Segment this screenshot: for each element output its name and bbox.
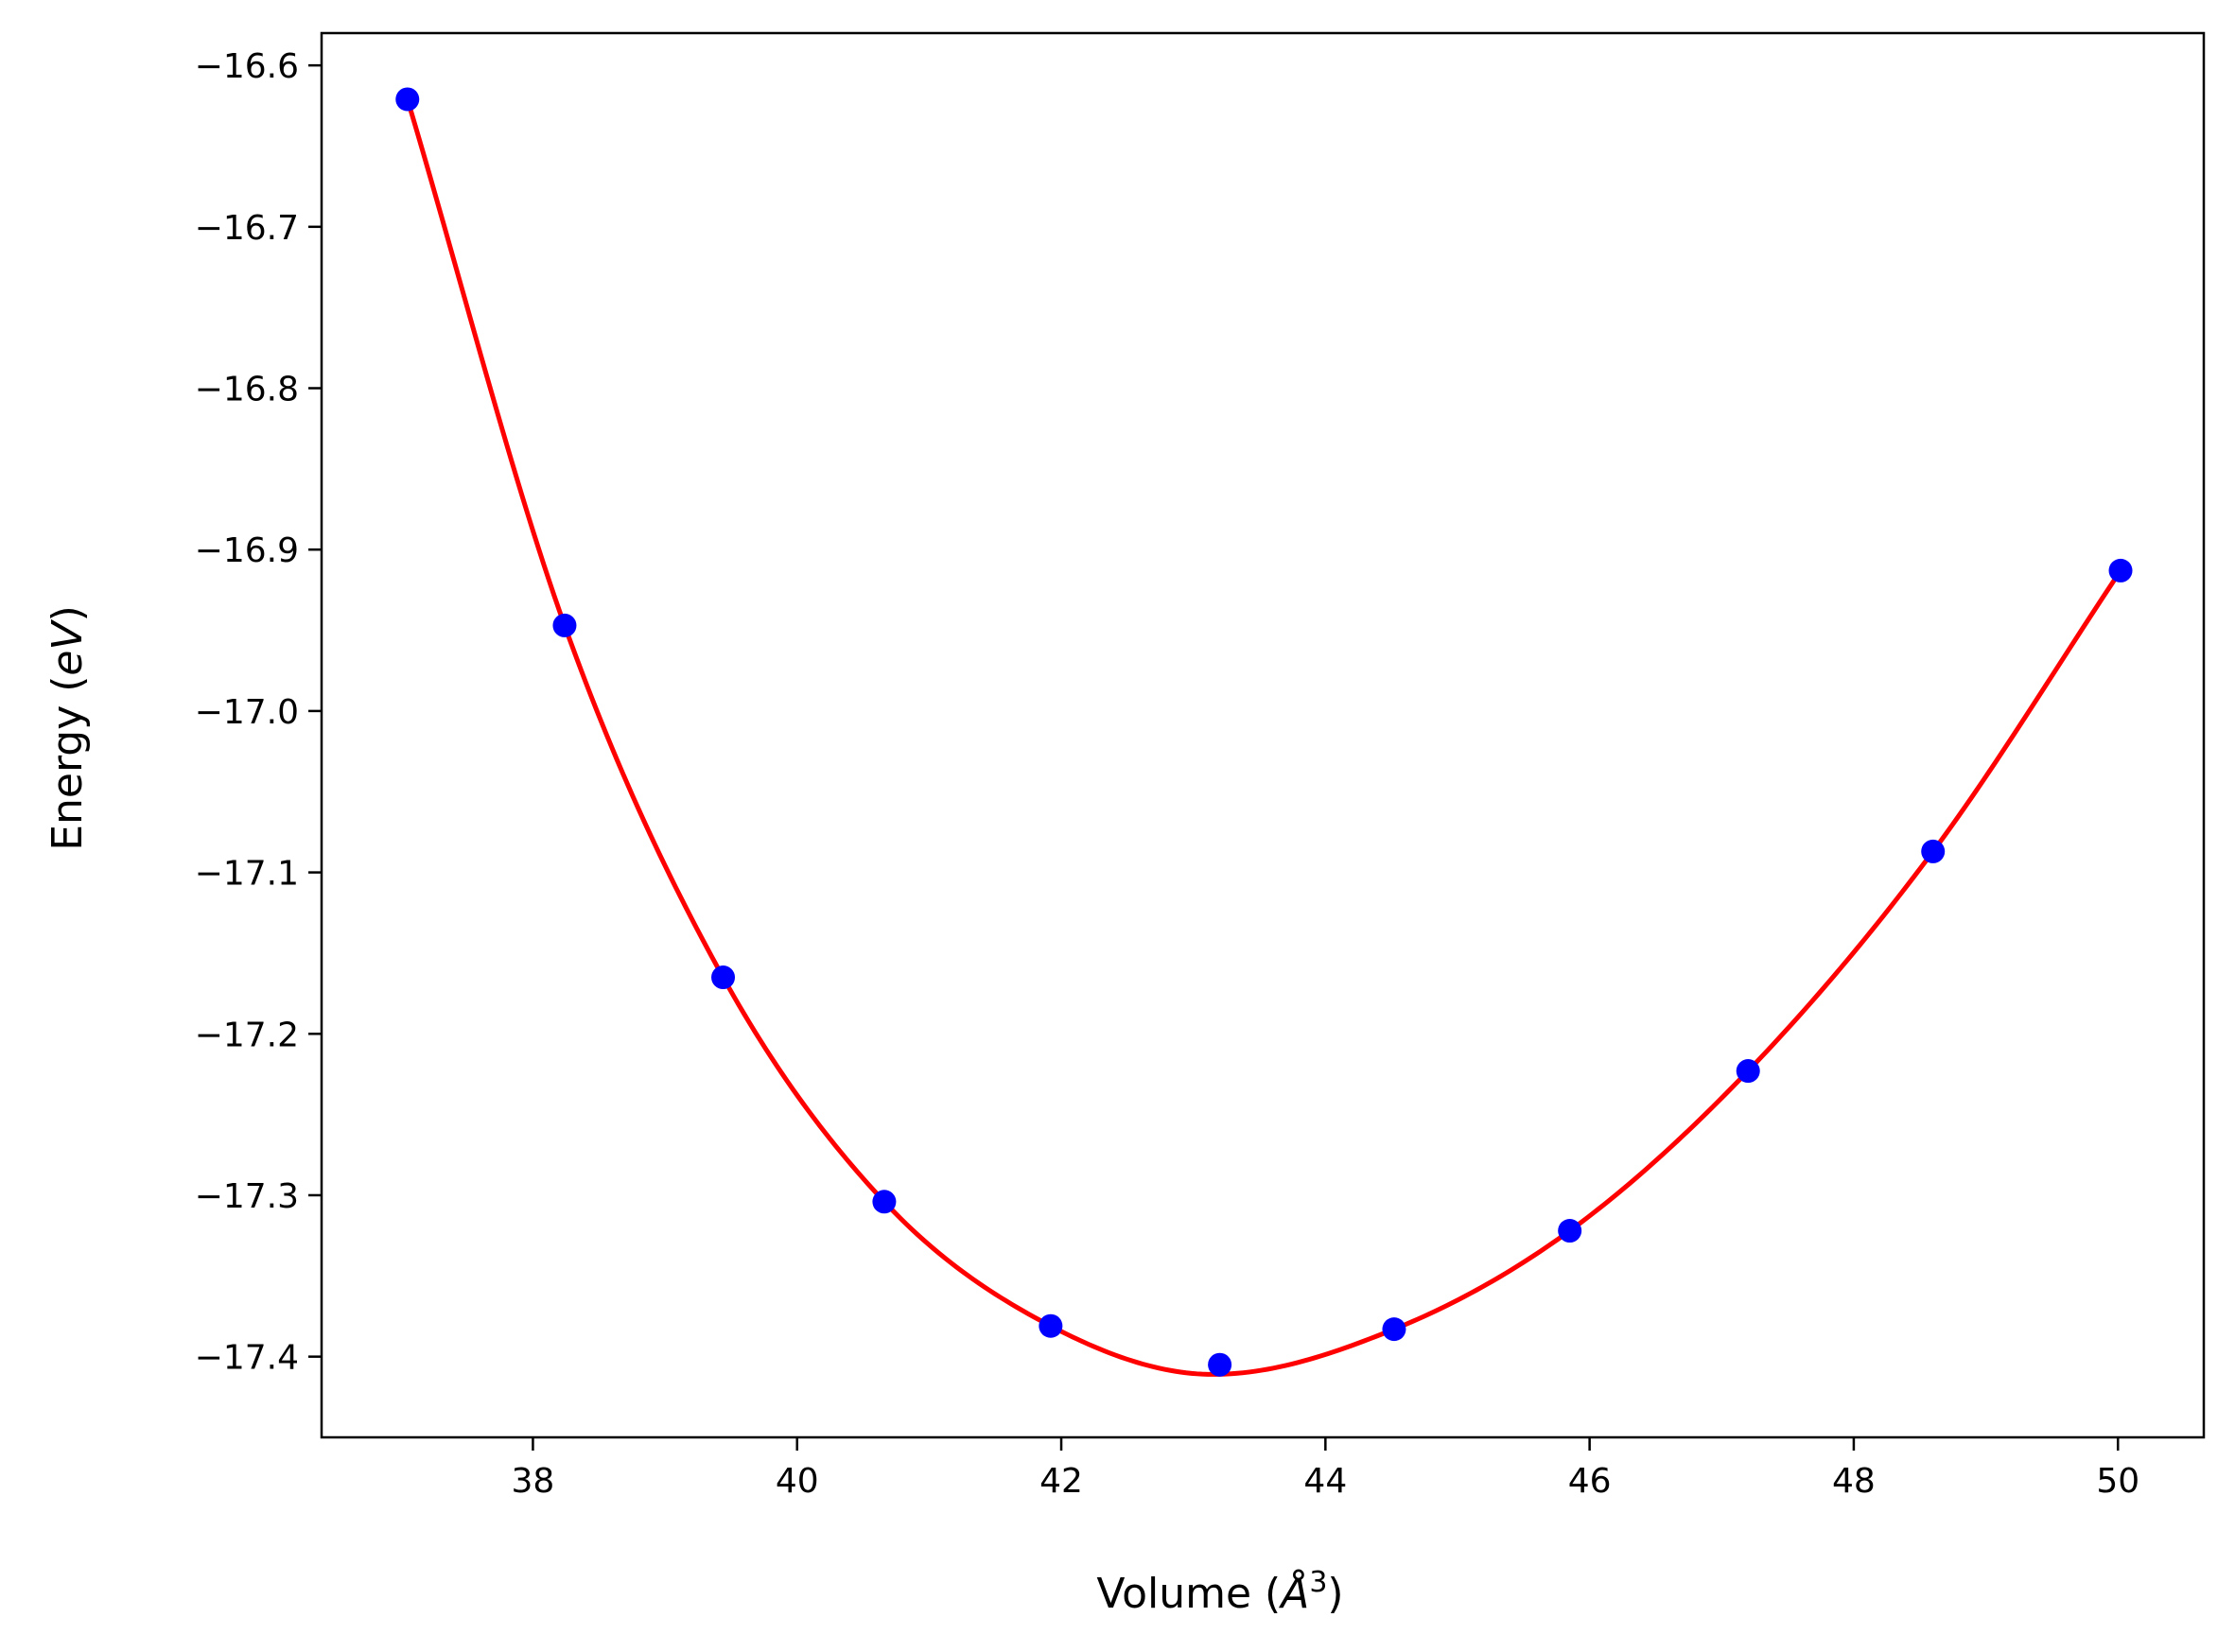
- plot-frame: [320, 31, 2206, 1439]
- x-tick-label: 40: [776, 1462, 819, 1501]
- data-point: [1382, 1317, 1406, 1342]
- data-point: [1039, 1313, 1063, 1338]
- data-point: [872, 1190, 897, 1214]
- x-tick-label: 50: [2096, 1462, 2139, 1501]
- y-tick-label: −16.7: [195, 209, 299, 248]
- x-tick-label: 42: [1039, 1462, 1083, 1501]
- data-point: [395, 87, 420, 112]
- y-tick-label: −17.3: [195, 1177, 299, 1216]
- data-point: [711, 965, 736, 990]
- y-tick-label: −17.0: [195, 693, 299, 732]
- y-tick-label: −17.1: [195, 855, 299, 894]
- data-point: [552, 613, 577, 637]
- y-ticks: −16.6 −16.7 −16.8 −16.9 −17.0 −17.1 −17.2 −17.3…: [195, 47, 322, 1378]
- data-points-layer: [395, 87, 2133, 1377]
- data-point: [1921, 839, 1946, 863]
- data-point: [1558, 1219, 1582, 1243]
- y-tick-label: −17.2: [195, 1016, 299, 1054]
- data-point: [2108, 558, 2133, 583]
- x-tick-label: 46: [1568, 1462, 1612, 1501]
- x-axis-label: Volume (Å3): [1096, 1566, 1343, 1619]
- x-tick-label: 48: [1832, 1462, 1876, 1501]
- x-tick-label: 38: [512, 1462, 555, 1501]
- data-point: [1736, 1059, 1760, 1084]
- y-tick-label: −16.8: [195, 371, 299, 409]
- x-ticks: 38 40 42 44 46 48 50: [512, 1437, 2139, 1501]
- y-axis-label: Energy (eV): [44, 605, 92, 851]
- y-tick-label: −16.9: [195, 531, 299, 570]
- y-tick-label: −16.6: [195, 47, 299, 86]
- y-tick-label: −17.4: [195, 1339, 299, 1378]
- data-point: [1208, 1352, 1232, 1377]
- x-tick-label: 44: [1303, 1462, 1347, 1501]
